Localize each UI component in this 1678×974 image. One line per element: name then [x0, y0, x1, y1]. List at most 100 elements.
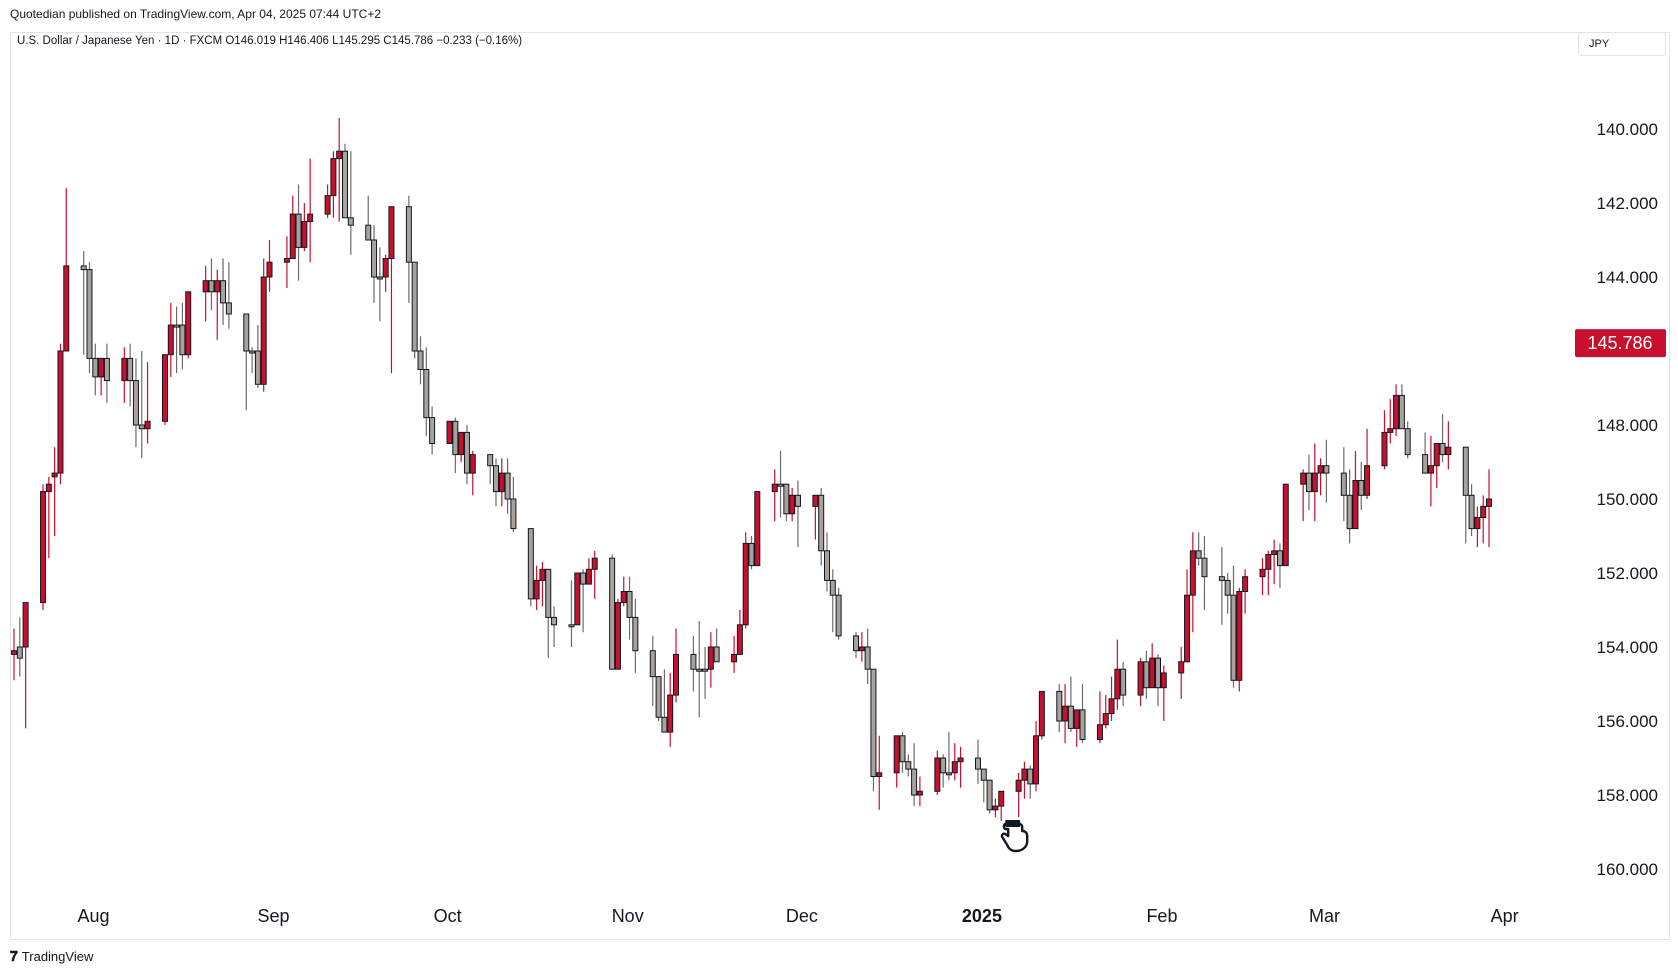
candle[interactable] [1195, 532, 1202, 566]
candle[interactable] [818, 487, 825, 566]
candle[interactable] [1305, 454, 1312, 511]
candle[interactable] [260, 258, 267, 392]
candle[interactable] [446, 420, 453, 444]
candle[interactable] [144, 362, 151, 444]
candle[interactable] [916, 776, 923, 807]
candle[interactable] [713, 628, 720, 663]
candle[interactable] [1137, 658, 1144, 707]
candle[interactable] [45, 476, 52, 559]
candle[interactable] [707, 632, 714, 688]
candle[interactable] [1445, 421, 1452, 470]
candle[interactable] [812, 494, 819, 540]
candle[interactable] [510, 476, 517, 533]
candle[interactable] [783, 483, 790, 522]
candle[interactable] [609, 554, 616, 670]
candle[interactable] [307, 158, 314, 263]
candle[interactable] [1015, 772, 1022, 818]
candle[interactable] [794, 480, 801, 548]
candle[interactable] [1178, 647, 1185, 699]
candle[interactable] [371, 225, 378, 303]
candle[interactable] [1114, 639, 1121, 710]
candle[interactable] [748, 536, 755, 570]
candle[interactable] [1160, 665, 1167, 722]
candle[interactable] [858, 632, 865, 662]
candle[interactable] [649, 635, 656, 707]
candle[interactable] [1317, 458, 1324, 496]
candle[interactable] [417, 336, 424, 385]
candle[interactable] [254, 325, 261, 388]
candle[interactable] [771, 469, 778, 522]
candle[interactable] [696, 621, 703, 718]
candle[interactable] [754, 491, 761, 567]
candle[interactable] [568, 580, 575, 647]
candle[interactable] [498, 458, 505, 507]
candle[interactable] [1271, 539, 1278, 585]
candle[interactable] [1404, 421, 1411, 459]
candle[interactable] [853, 632, 860, 659]
candle[interactable] [1108, 676, 1115, 721]
candle[interactable] [1323, 439, 1330, 503]
candle[interactable] [98, 357, 105, 396]
candle[interactable] [1468, 484, 1475, 536]
candle[interactable] [487, 454, 494, 485]
candle[interactable] [1422, 432, 1429, 474]
candle[interactable] [1027, 765, 1034, 799]
candle[interactable] [342, 143, 349, 219]
candle[interactable] [365, 195, 372, 241]
candle[interactable] [243, 313, 250, 411]
candle[interactable] [1143, 650, 1150, 699]
candle[interactable] [185, 291, 192, 359]
candle[interactable] [945, 732, 952, 781]
candle[interactable] [632, 598, 639, 673]
candle[interactable] [1427, 436, 1434, 507]
candle[interactable] [388, 206, 395, 374]
candle[interactable] [864, 628, 871, 685]
candle[interactable] [40, 484, 47, 610]
candle[interactable] [789, 487, 796, 522]
candle[interactable] [690, 635, 697, 692]
candle[interactable] [429, 406, 436, 455]
candle[interactable] [655, 676, 662, 721]
candle[interactable] [469, 450, 476, 496]
candle[interactable] [545, 568, 552, 659]
candle[interactable] [202, 265, 209, 322]
candle[interactable] [1352, 450, 1359, 530]
candle[interactable] [347, 151, 354, 255]
candle[interactable] [1154, 654, 1161, 707]
candle[interactable] [1439, 413, 1446, 462]
candle[interactable] [266, 240, 273, 292]
candle[interactable] [208, 258, 215, 311]
candle[interactable] [289, 195, 296, 260]
candle[interactable] [1102, 695, 1109, 729]
candle[interactable] [1189, 532, 1196, 633]
candle[interactable] [620, 576, 627, 607]
candle[interactable] [574, 572, 581, 626]
candle[interactable] [1480, 495, 1487, 544]
candle[interactable] [1265, 550, 1272, 596]
candle[interactable] [551, 606, 558, 647]
candle[interactable] [777, 450, 784, 518]
candle[interactable] [283, 236, 290, 289]
candle[interactable] [742, 532, 749, 629]
candle[interactable] [626, 576, 633, 640]
candle[interactable] [167, 302, 174, 377]
candle[interactable] [504, 458, 511, 514]
candle[interactable] [1381, 410, 1388, 470]
candle[interactable] [829, 569, 836, 633]
candle[interactable] [1149, 643, 1156, 689]
candle[interactable] [539, 561, 546, 607]
candle[interactable] [1096, 691, 1103, 744]
candle[interactable] [1364, 428, 1371, 499]
candle[interactable] [411, 261, 418, 359]
candle[interactable] [1201, 536, 1208, 610]
candle[interactable] [1184, 569, 1191, 663]
candle[interactable] [1038, 690, 1045, 740]
candle[interactable] [992, 798, 999, 818]
candle[interactable] [1079, 684, 1086, 744]
candle[interactable] [376, 247, 383, 322]
candle[interactable] [80, 251, 87, 355]
candle[interactable] [138, 351, 145, 459]
candle[interactable] [1311, 443, 1318, 522]
footer-brand[interactable]: 𝟕 TradingView [10, 948, 93, 965]
candle[interactable] [51, 447, 58, 536]
